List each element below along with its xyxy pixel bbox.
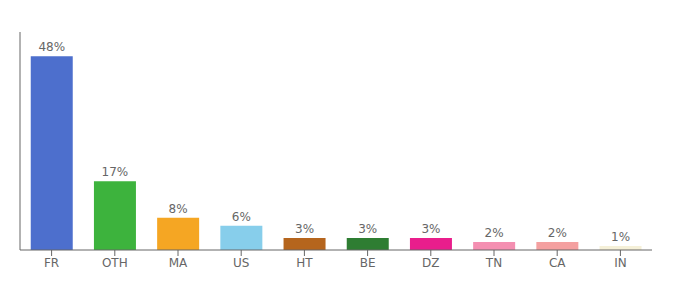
- svg-text:BE: BE: [360, 256, 376, 270]
- svg-text:TN: TN: [485, 256, 502, 270]
- svg-text:1%: 1%: [611, 230, 630, 244]
- svg-text:HT: HT: [296, 256, 313, 270]
- svg-text:CA: CA: [549, 256, 566, 270]
- svg-text:8%: 8%: [169, 202, 188, 216]
- svg-text:MA: MA: [169, 256, 188, 270]
- svg-text:FR: FR: [44, 256, 59, 270]
- svg-text:US: US: [233, 256, 249, 270]
- svg-text:6%: 6%: [232, 210, 251, 224]
- svg-text:48%: 48%: [38, 40, 65, 54]
- svg-text:OTH: OTH: [102, 256, 128, 270]
- svg-text:3%: 3%: [358, 222, 377, 236]
- svg-text:DZ: DZ: [422, 256, 439, 270]
- svg-text:3%: 3%: [421, 222, 440, 236]
- svg-text:IN: IN: [614, 256, 627, 270]
- svg-text:2%: 2%: [548, 226, 567, 240]
- svg-text:3%: 3%: [295, 222, 314, 236]
- svg-text:2%: 2%: [485, 226, 504, 240]
- svg-text:17%: 17%: [102, 165, 129, 179]
